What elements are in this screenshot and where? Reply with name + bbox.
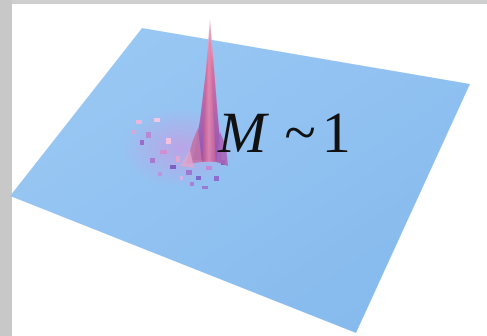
annotation-operator: ~ <box>284 100 316 165</box>
surface-plane <box>10 28 470 333</box>
left-border <box>0 0 12 336</box>
wavefunction-peak <box>180 18 228 168</box>
scale-annotation: M ~1 <box>218 104 351 162</box>
annotation-variable: M <box>218 100 267 165</box>
top-border <box>0 0 487 4</box>
annotation-value: 1 <box>321 100 351 165</box>
